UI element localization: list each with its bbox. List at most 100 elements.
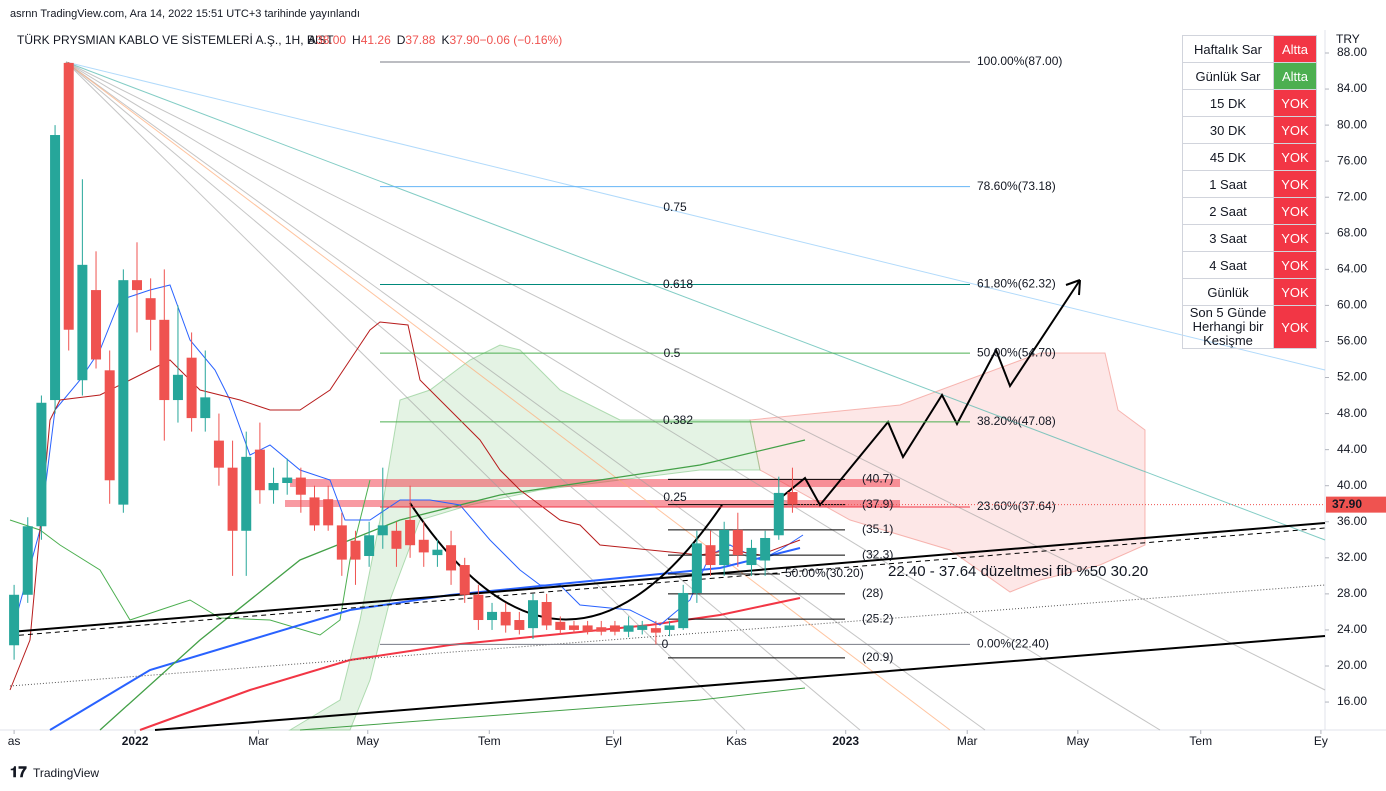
- candle-body: [555, 621, 566, 630]
- table-row: 30 DK YOK: [1182, 116, 1317, 144]
- candle-body: [432, 549, 443, 556]
- level-label: (32.3): [862, 547, 893, 561]
- trend-line: [9, 584, 1326, 687]
- candle-body: [637, 625, 648, 630]
- label-cell: 15 DK: [1182, 89, 1274, 117]
- candle-body: [568, 625, 579, 630]
- x-tick-label: Tem: [478, 734, 501, 748]
- candle-body: [473, 594, 484, 621]
- y-tick-label: 64.00: [1337, 262, 1367, 276]
- x-tick-label: as: [8, 734, 21, 748]
- candle-body: [323, 499, 334, 526]
- last-price-label: 37.90: [1332, 497, 1362, 511]
- level-label: (20.9): [862, 650, 893, 664]
- ma-green-low: [299, 687, 806, 731]
- candle-body: [159, 319, 170, 401]
- candle-body: [282, 477, 293, 483]
- y-tick-label: 52.00: [1337, 370, 1367, 384]
- candle-body: [91, 290, 102, 360]
- label-cell: 4 Saat: [1182, 251, 1274, 279]
- status-cell: YOK: [1273, 305, 1317, 349]
- projection: [777, 279, 1081, 507]
- status-table: Haftalık Sar Altta Günlük Sar Altta 15 DK YOK…: [1182, 35, 1317, 349]
- fan-label: 0.25: [663, 490, 687, 504]
- candle-body: [227, 467, 238, 531]
- labels: (40.7) (37.9) (35.1) (32.3) 50.00%(30.20) (28…: [662, 200, 1386, 664]
- ohlc-value: 37.90: [449, 33, 479, 47]
- candle-body: [705, 545, 716, 566]
- table-row: 4 Saat YOK: [1182, 251, 1317, 279]
- label-cell: 45 DK: [1182, 143, 1274, 171]
- y-tick-label: 16.00: [1337, 694, 1367, 708]
- candle-body: [336, 525, 347, 560]
- ohlc-key: A: [308, 33, 316, 47]
- candle-body: [36, 402, 47, 527]
- zone: [290, 479, 900, 487]
- fan-label: 0: [662, 637, 669, 651]
- candle-body: [527, 600, 538, 629]
- level-label: (37.9): [862, 497, 893, 511]
- y-tick-label: 60.00: [1337, 298, 1367, 312]
- trend-line: [9, 522, 1326, 633]
- candle-body: [623, 625, 634, 632]
- table-row: Son 5 Günde Herhangi bir Kesişme YOK: [1182, 305, 1317, 349]
- last-price-box: [1326, 496, 1386, 513]
- level-label: (28): [862, 586, 883, 600]
- candle-body: [350, 540, 361, 560]
- candle-body: [691, 543, 702, 593]
- y-tick-label: 76.00: [1337, 153, 1367, 167]
- status-cell: YOK: [1273, 116, 1317, 144]
- x-tick-label: Tem: [1189, 734, 1212, 748]
- fan-label: 0.5: [664, 346, 681, 360]
- ohlc: A38.00 H41.26 D37.88 K37.90−0.06 (−0.16%): [308, 33, 562, 47]
- trend-line: [9, 527, 1326, 637]
- candle-body: [268, 482, 279, 491]
- x-tick-label: 2022: [122, 734, 149, 748]
- status-cell: YOK: [1273, 89, 1317, 117]
- candle-body: [719, 529, 730, 566]
- label-cell: Günlük: [1182, 278, 1274, 306]
- candle-body: [50, 135, 61, 401]
- candles: [9, 62, 798, 660]
- table-row: Günlük Sar Altta: [1182, 62, 1317, 90]
- y-tick-label: 88.00: [1337, 45, 1367, 59]
- symbol: TÜRK PRYSMIAN KABLO VE SİSTEMLERİ A.Ş., …: [17, 33, 334, 47]
- ohlc-key: H: [352, 33, 361, 47]
- candle-body: [118, 280, 129, 505]
- ohlc-value: 37.88: [405, 33, 435, 47]
- ohlc-key: K: [441, 33, 449, 47]
- candle-body: [650, 628, 661, 633]
- footer: TradingView: [33, 766, 99, 780]
- y-tick-label: 36.00: [1337, 514, 1367, 528]
- status-cell: Altta: [1273, 35, 1317, 63]
- label-cell: 1 Saat: [1182, 170, 1274, 198]
- x-tick-label: Ey: [1314, 734, 1328, 748]
- arrow-head: [1065, 279, 1081, 296]
- level-label: 50.00%(30.20): [785, 566, 864, 580]
- annotation: 22.40 - 37.64 düzeltmesi fib %50 30.20: [888, 563, 1148, 580]
- candle-body: [254, 449, 265, 491]
- candle-body: [459, 565, 470, 595]
- table-row: 1 Saat YOK: [1182, 170, 1317, 198]
- candle-body: [487, 611, 498, 621]
- candle-body: [309, 497, 320, 526]
- candle-body: [500, 611, 511, 626]
- candle-body: [200, 397, 211, 419]
- cloud-red: [749, 352, 1146, 593]
- axes: 16.00 20.00 24.00 28.00 32.00 36.00 40.00 44.00…: [8, 45, 1368, 748]
- label-cell: Günlük Sar: [1182, 62, 1274, 90]
- fib-label: 50.00%(54.70): [977, 345, 1056, 359]
- candle-body: [418, 539, 429, 553]
- status-cell: YOK: [1273, 224, 1317, 252]
- ma-green: [99, 439, 806, 731]
- fib-label: 0.00%(22.40): [977, 637, 1049, 651]
- x-tick-label: May: [1067, 734, 1090, 748]
- candle-body: [678, 592, 689, 629]
- y-tick-label: 32.00: [1337, 550, 1367, 564]
- candle-body: [582, 625, 593, 632]
- status-cell: Altta: [1273, 62, 1317, 90]
- candle-body: [664, 625, 675, 630]
- table-row: Günlük YOK: [1182, 278, 1317, 306]
- y-tick-label: 80.00: [1337, 117, 1367, 131]
